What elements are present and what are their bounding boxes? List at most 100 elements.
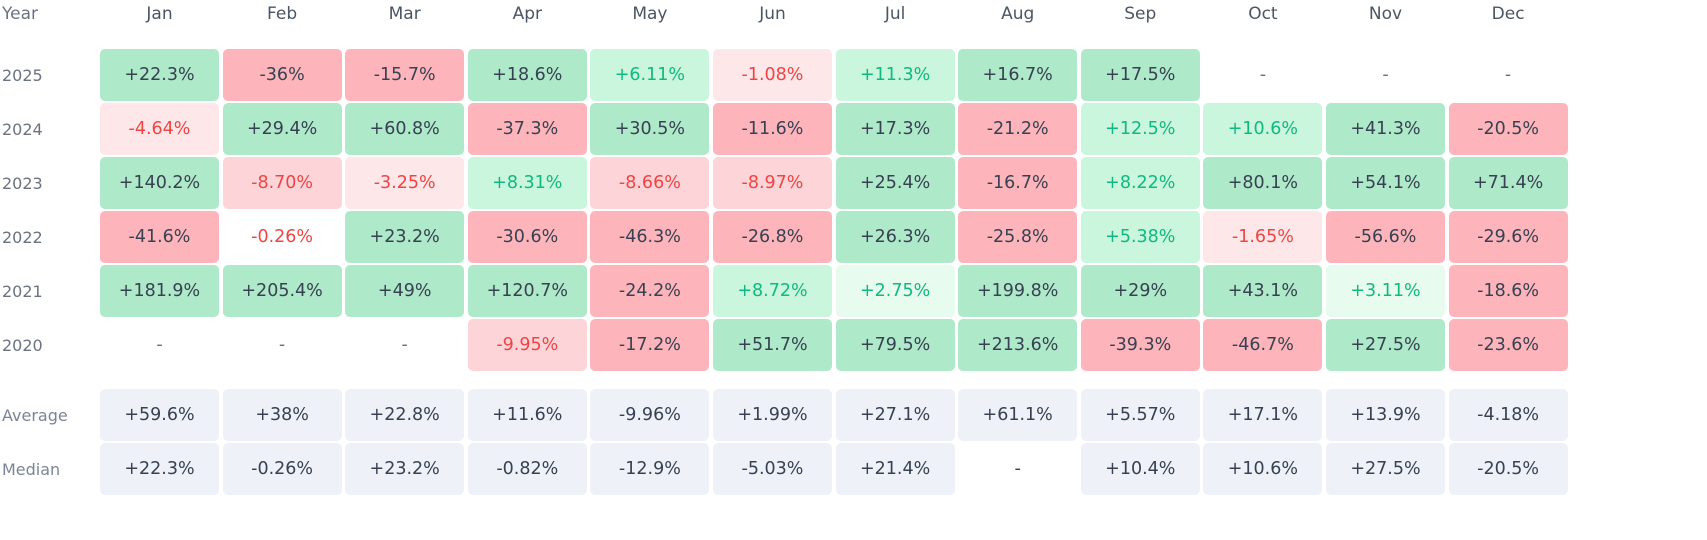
stat-median-cell-aug: - <box>1014 459 1021 479</box>
row-2024-cell-jan: -4.64% <box>100 103 219 155</box>
row-2020-cell-feb: - <box>278 335 286 355</box>
row-2022-cell-aug: -25.8% <box>958 211 1078 263</box>
row-2021-label: 2021 <box>2 281 43 301</box>
row-2024-cell-nov: +41.3% <box>1326 103 1445 155</box>
row-2022-cell-jul: +26.3% <box>835 211 955 263</box>
stat-median-cell-may: -12.9% <box>590 443 710 495</box>
row-2025-cell-feb: -36% <box>222 49 342 101</box>
stat-average-cell-jun: +1.99% <box>713 389 832 441</box>
row-2020-cell-jun: +51.7% <box>713 319 832 371</box>
row-2021-cell-jul: +2.75% <box>835 265 955 317</box>
row-2024-cell-sep: +12.5% <box>1080 103 1200 155</box>
row-2024-cell-apr: -37.3% <box>467 103 587 155</box>
stat-median-cell-jan: +22.3% <box>100 443 219 495</box>
row-2023-cell-mar: -3.25% <box>345 157 465 209</box>
year-column-header: Year <box>2 4 38 24</box>
stat-average-cell-oct: +17.1% <box>1203 389 1323 441</box>
row-2023-cell-jul: +25.4% <box>835 157 955 209</box>
row-2025-cell-mar: -15.7% <box>345 49 465 101</box>
row-2025-cell-oct: - <box>1259 65 1267 85</box>
row-2025-cell-dec: - <box>1504 65 1512 85</box>
row-2025-cell-aug: +16.7% <box>958 49 1078 101</box>
row-2020-cell-may: -17.2% <box>590 319 710 371</box>
row-2023-cell-nov: +54.1% <box>1326 157 1445 209</box>
stat-average-cell-jan: +59.6% <box>100 389 219 441</box>
stat-median-cell-oct: +10.6% <box>1203 443 1323 495</box>
row-2023-cell-feb: -8.70% <box>222 157 342 209</box>
stat-average-cell-feb: +38% <box>222 389 342 441</box>
stat-average-cell-may: -9.96% <box>590 389 710 441</box>
stat-average-cell-nov: +13.9% <box>1326 389 1445 441</box>
row-2024-label: 2024 <box>2 119 43 139</box>
row-2021-cell-may: -24.2% <box>590 265 710 317</box>
row-2023-cell-dec: +71.4% <box>1448 157 1568 209</box>
row-2021-cell-mar: +49% <box>345 265 465 317</box>
stat-average-cell-aug: +61.1% <box>958 389 1078 441</box>
stat-median-cell-jul: +21.4% <box>835 443 955 495</box>
row-2025-label: 2025 <box>2 65 43 85</box>
row-2021-cell-sep: +29% <box>1080 265 1200 317</box>
month-header-dec: Dec <box>1491 4 1525 24</box>
stat-median-cell-feb: -0.26% <box>222 443 342 495</box>
row-2020-cell-oct: -46.7% <box>1203 319 1323 371</box>
stat-median-cell-sep: +10.4% <box>1080 443 1200 495</box>
row-2022-cell-oct: -1.65% <box>1203 211 1323 263</box>
row-2023-cell-sep: +8.22% <box>1080 157 1200 209</box>
row-2025-cell-jul: +11.3% <box>835 49 955 101</box>
row-2025-cell-sep: +17.5% <box>1080 49 1200 101</box>
row-2024-cell-jul: +17.3% <box>835 103 955 155</box>
row-2022-cell-apr: -30.6% <box>467 211 587 263</box>
row-2020-cell-sep: -39.3% <box>1080 319 1200 371</box>
row-2022-cell-dec: -29.6% <box>1448 211 1568 263</box>
row-2024-cell-aug: -21.2% <box>958 103 1078 155</box>
month-header-feb: Feb <box>267 4 298 24</box>
stat-median-cell-mar: +23.2% <box>345 443 465 495</box>
row-2023-cell-aug: -16.7% <box>958 157 1078 209</box>
stat-median-cell-nov: +27.5% <box>1326 443 1445 495</box>
stat-average-cell-dec: -4.18% <box>1448 389 1568 441</box>
row-2020-cell-dec: -23.6% <box>1448 319 1568 371</box>
row-2020-label: 2020 <box>2 335 43 355</box>
month-header-jan: Jan <box>146 4 173 24</box>
month-header-aug: Aug <box>1001 4 1035 24</box>
stat-median-cell-jun: -5.03% <box>713 443 832 495</box>
row-2024-cell-mar: +60.8% <box>345 103 465 155</box>
row-2020-cell-aug: +213.6% <box>958 319 1078 371</box>
row-2022-cell-sep: +5.38% <box>1080 211 1200 263</box>
row-2021-cell-aug: +199.8% <box>958 265 1078 317</box>
row-2023-cell-apr: +8.31% <box>467 157 587 209</box>
month-header-may: May <box>632 4 668 24</box>
row-2023-cell-jun: -8.97% <box>713 157 832 209</box>
stat-average-cell-mar: +22.8% <box>345 389 465 441</box>
row-2020-cell-apr: -9.95% <box>467 319 587 371</box>
stat-median-cell-dec: -20.5% <box>1448 443 1568 495</box>
stat-median-label: Median <box>2 459 61 479</box>
month-header-oct: Oct <box>1248 4 1278 24</box>
row-2023-cell-jan: +140.2% <box>100 157 219 209</box>
stat-average-label: Average <box>2 405 68 425</box>
row-2023-cell-oct: +80.1% <box>1203 157 1323 209</box>
row-2024-cell-jun: -11.6% <box>713 103 832 155</box>
row-2021-cell-jan: +181.9% <box>100 265 219 317</box>
month-header-nov: Nov <box>1368 4 1403 24</box>
row-2021-cell-jun: +8.72% <box>713 265 832 317</box>
row-2025-cell-apr: +18.6% <box>467 49 587 101</box>
row-2024-cell-feb: +29.4% <box>222 103 342 155</box>
row-2023-cell-may: -8.66% <box>590 157 710 209</box>
month-header-apr: Apr <box>512 4 542 24</box>
row-2020-cell-jan: - <box>156 335 163 355</box>
row-2021-cell-nov: +3.11% <box>1326 265 1445 317</box>
month-header-sep: Sep <box>1124 4 1157 24</box>
row-2023-label: 2023 <box>2 173 43 193</box>
month-header-jul: Jul <box>884 4 906 24</box>
month-header-jun: Jun <box>759 4 786 24</box>
row-2021-cell-oct: +43.1% <box>1203 265 1323 317</box>
row-2020-cell-jul: +79.5% <box>835 319 955 371</box>
row-2021-cell-feb: +205.4% <box>222 265 342 317</box>
row-2022-cell-jun: -26.8% <box>713 211 832 263</box>
row-2025-cell-jun: -1.08% <box>713 49 832 101</box>
month-header-mar: Mar <box>388 4 421 24</box>
row-2022-cell-mar: +23.2% <box>345 211 465 263</box>
stat-average-cell-apr: +11.6% <box>467 389 587 441</box>
